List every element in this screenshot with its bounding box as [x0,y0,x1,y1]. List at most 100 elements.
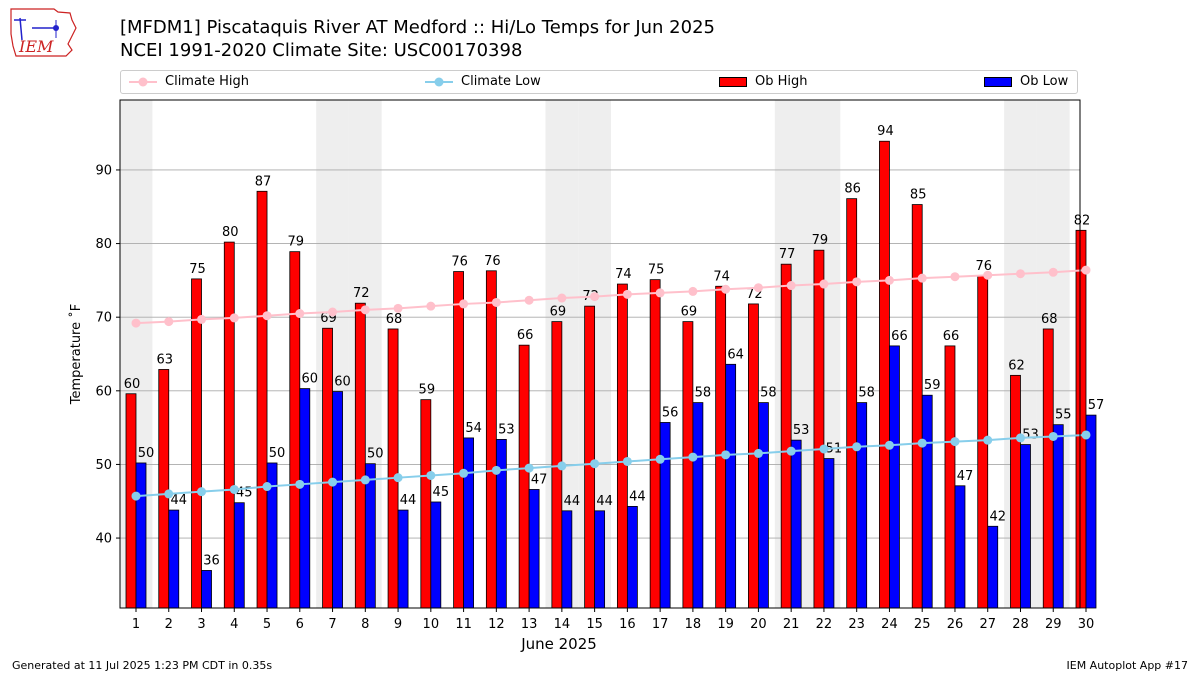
climate-high-point [393,303,403,313]
ob-low-label: 44 [629,489,646,504]
climate-low-point [328,477,338,487]
climate-high-point [622,289,632,299]
ob-low-bar [397,509,409,609]
ob-low-label: 54 [465,421,482,436]
climate-high-point [688,286,698,296]
ob-low-label: 64 [727,347,744,362]
climate-low-point [557,461,567,471]
x-tick-label: 2 [165,617,173,632]
ob-high-label: 60 [124,377,141,392]
ob-high-label: 80 [222,225,239,240]
chart-title: [MFDM1] Piscataquis River AT Medford :: … [120,17,715,38]
ob-low-label: 57 [1088,398,1105,413]
ob-low-label: 44 [170,493,187,508]
ob-low-label: 50 [367,447,384,462]
climate-high-point [655,288,665,298]
climate-low-point [983,435,993,445]
x-tick-label: 13 [521,617,538,632]
ob-high-bar [682,321,694,609]
climate-high-point [229,313,239,323]
legend-label: Climate Low [461,74,541,89]
ob-high-bar [322,327,333,609]
ob-low-bar [364,463,376,609]
climate-low-point [590,459,600,469]
x-tick-label: 24 [881,617,898,632]
x-tick-label: 20 [750,617,767,632]
climate-high-line-icon [129,77,157,86]
x-axis-label: June 2025 [520,635,597,653]
ob-low-label: 53 [1022,428,1039,443]
climate-high-point [819,279,829,289]
climate-low-point [229,484,239,494]
chart-subtitle: NCEI 1991-2020 Climate Site: USC00170398 [120,40,523,61]
climate-high-point [131,318,141,328]
x-tick-label: 25 [914,617,931,632]
x-tick-label: 12 [488,617,505,632]
ob-high-label: 66 [943,329,960,344]
ob-high-bar [846,198,858,609]
ob-high-label: 76 [484,254,501,269]
climate-low-point [786,446,796,456]
ob-high-bar [191,278,202,609]
ob-high-bar [1042,328,1054,609]
climate-low-point [197,487,207,497]
ob-high-bar [453,271,464,609]
climate-high-point [950,272,960,282]
ob-high-label: 63 [156,352,173,367]
climate-high-point [328,307,338,317]
ob-high-bar [485,270,497,609]
climate-low-point [360,475,370,485]
climate-high-point [491,297,501,307]
climate-low-point [819,444,829,454]
climate-high-point [721,284,731,294]
climate-low-point [491,465,501,475]
ob-high-label: 59 [419,383,436,398]
ob-high-label: 75 [189,262,206,277]
y-tick-label: 80 [95,237,112,252]
ob-low-bar [1085,414,1097,609]
x-tick-label: 5 [263,617,271,632]
ob-high-label: 85 [910,188,927,203]
climate-high-point [786,281,796,291]
climate-low-point [426,470,436,480]
climate-high-point [197,314,207,324]
ob-low-bar [528,489,540,609]
climate-low-point [164,489,174,499]
ob-high-label: 75 [648,263,665,278]
y-tick-label: 70 [95,311,112,326]
x-tick-label: 23 [848,617,865,632]
ob-high-bar [944,345,956,609]
x-tick-label: 29 [1045,617,1062,632]
ob-low-swatch-icon [984,76,1012,87]
climate-high-line [135,269,1087,325]
x-tick-label: 3 [197,617,205,632]
climate-low-point [950,437,960,447]
climate-low-point [131,491,141,501]
climate-high-point [459,299,469,309]
ob-high-bar [289,251,301,609]
ob-low-label: 59 [924,378,941,393]
x-tick-label: 8 [361,617,369,632]
ob-low-bar [823,458,835,609]
legend-item-ob-low: Ob Low [984,74,1068,89]
climate-low-point [1081,430,1091,440]
ob-high-label: 68 [1041,312,1058,327]
generated-timestamp: Generated at 11 Jul 2025 1:23 PM CDT in … [12,659,273,672]
x-tick-label: 17 [652,617,669,632]
climate-low-point [1048,431,1058,441]
ob-low-bar [135,462,147,609]
ob-low-label: 60 [334,375,351,390]
ob-high-bar [1075,229,1087,609]
climate-low-line [135,433,1087,498]
ob-high-bar [879,140,890,609]
ob-high-bar [813,249,825,609]
climate-low-line-icon [425,77,453,86]
ob-low-label: 55 [1055,408,1072,423]
x-tick-label: 6 [296,617,304,632]
climate-low-point [524,463,534,473]
climate-low-point [884,440,894,450]
ob-low-label: 58 [858,386,875,401]
ob-low-label: 50 [138,446,155,461]
climate-high-point [1048,267,1058,277]
ob-high-label: 79 [288,235,305,250]
